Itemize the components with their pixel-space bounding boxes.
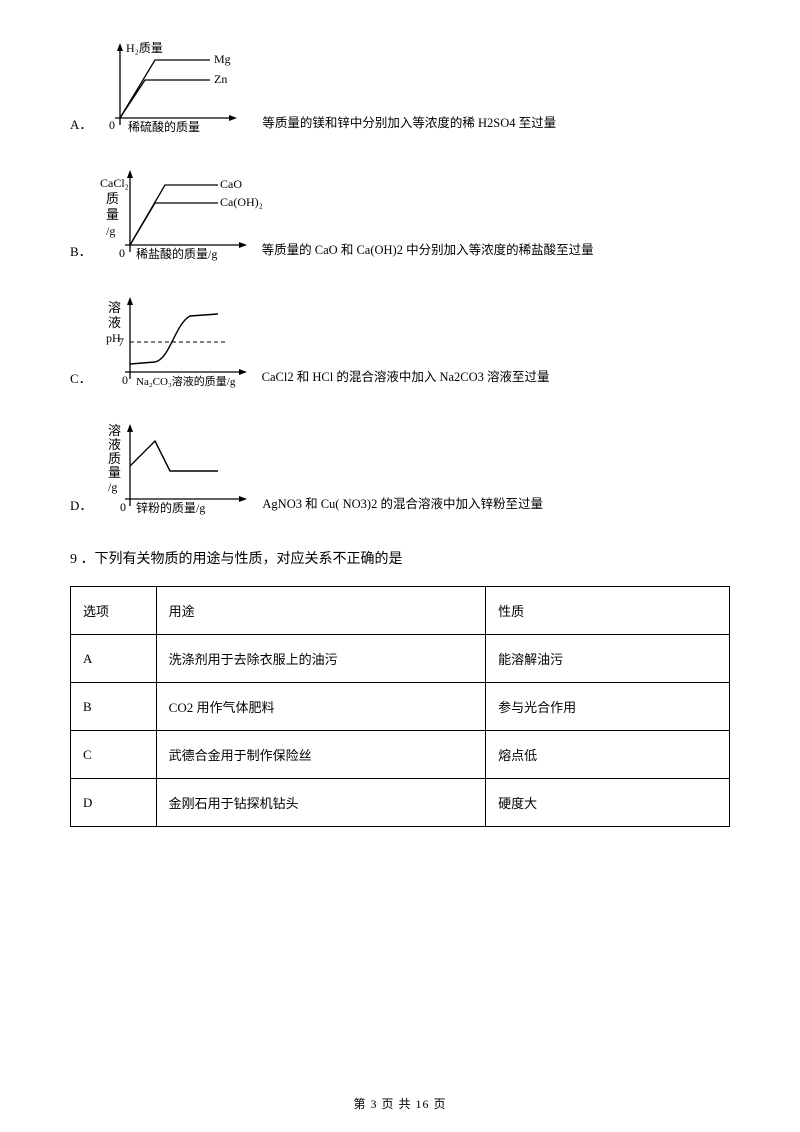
table-row: B CO2 用作气体肥料 参与光合作用 bbox=[71, 683, 730, 731]
cell-use: 武德合金用于制作保险丝 bbox=[156, 731, 486, 779]
chart-b-origin: 0 bbox=[119, 246, 125, 260]
chart-a-origin: 0 bbox=[109, 118, 115, 132]
option-b-letter: B． bbox=[70, 241, 92, 260]
chart-a-series-zn: Zn bbox=[214, 72, 227, 86]
cell-opt: B bbox=[71, 683, 157, 731]
cell-opt: C bbox=[71, 731, 157, 779]
option-a-letter: A． bbox=[70, 114, 92, 133]
table-header-row: 选项 用途 性质 bbox=[71, 587, 730, 635]
cell-opt: A bbox=[71, 635, 157, 683]
q9-number: 9 ． bbox=[70, 552, 95, 567]
footer-suffix: 页 bbox=[430, 1097, 447, 1111]
page-footer: 第 3 页 共 16 页 bbox=[0, 1095, 800, 1112]
option-d-letter: D． bbox=[70, 495, 92, 514]
th-option: 选项 bbox=[71, 587, 157, 635]
chart-b-ylabel-4: /g bbox=[106, 224, 115, 238]
chart-b-series-cao: CaO bbox=[220, 177, 242, 191]
chart-d-xlabel: 锌粉的质量/g bbox=[136, 500, 205, 515]
option-d-desc: AgNO3 和 Cu( NO3)2 的混合溶液中加入锌粉至过量 bbox=[262, 495, 543, 514]
q9-text: 下列有关物质的用途与性质，对应关系不正确的是 bbox=[95, 552, 403, 567]
chart-b-ylabel-1: CaCl₂ bbox=[100, 176, 129, 190]
chart-d-ylabel-1: 溶 bbox=[108, 423, 121, 438]
option-b-desc: 等质量的 CaO 和 Ca(OH)2 中分别加入等浓度的稀盐酸至过量 bbox=[262, 241, 594, 260]
th-use: 用途 bbox=[156, 587, 486, 635]
chart-b-ylabel-3: 量 bbox=[106, 207, 119, 222]
chart-b-ylabel-2: 质 bbox=[106, 191, 119, 206]
footer-total: 16 bbox=[416, 1097, 430, 1111]
chart-b-xlabel: 稀盐酸的质量/g bbox=[136, 246, 217, 261]
chart-c: 溶 液 pH 7 0 Na₂CO₃溶液的质量/g bbox=[100, 294, 250, 393]
cell-prop: 能溶解油污 bbox=[486, 635, 730, 683]
cell-prop: 硬度大 bbox=[486, 779, 730, 827]
chart-d: 溶 液 质 量 /g 0 锌粉的质量/g bbox=[100, 421, 250, 520]
chart-d-ylabel-5: /g bbox=[108, 480, 117, 494]
option-c-desc: CaCl2 和 HCl 的混合溶液中加入 Na2CO3 溶液至过量 bbox=[262, 368, 550, 387]
chart-d-ylabel-2: 液 bbox=[108, 437, 121, 452]
cell-opt: D bbox=[71, 779, 157, 827]
q9-table: 选项 用途 性质 A 洗涤剂用于去除衣服上的油污 能溶解油污 B CO2 用作气… bbox=[70, 586, 730, 827]
cell-prop: 熔点低 bbox=[486, 731, 730, 779]
chart-c-xlabel: Na₂CO₃溶液的质量/g bbox=[136, 374, 236, 388]
chart-c-ref7: 7 bbox=[118, 335, 124, 349]
cell-use: CO2 用作气体肥料 bbox=[156, 683, 486, 731]
cell-prop: 参与光合作用 bbox=[486, 683, 730, 731]
chart-d-origin: 0 bbox=[120, 500, 126, 514]
question-9: 9 ．下列有关物质的用途与性质，对应关系不正确的是 bbox=[70, 548, 730, 568]
table-row: C 武德合金用于制作保险丝 熔点低 bbox=[71, 731, 730, 779]
chart-c-ylabel-1: 溶 bbox=[108, 300, 121, 315]
chart-b: CaCl₂ 质 量 /g CaO Ca(OH)₂ 0 稀盐酸的质量/g bbox=[100, 167, 250, 266]
cell-use: 金刚石用于钻探机钻头 bbox=[156, 779, 486, 827]
chart-c-ylabel-2: 液 bbox=[108, 315, 121, 330]
chart-c-origin: 0 bbox=[122, 373, 128, 387]
chart-a: H₂质量 Mg Zn 0 稀硫酸的质量 bbox=[100, 40, 250, 139]
chart-a-xlabel: 稀硫酸的质量 bbox=[128, 119, 200, 134]
option-d-row: D． 溶 液 质 量 /g 0 锌粉的质量/g AgNO3 和 Cu( NO3)… bbox=[70, 421, 730, 520]
table-row: A 洗涤剂用于去除衣服上的油污 能溶解油污 bbox=[71, 635, 730, 683]
chart-b-series-caoh2: Ca(OH)₂ bbox=[220, 195, 263, 209]
table-row: D 金刚石用于钻探机钻头 硬度大 bbox=[71, 779, 730, 827]
chart-a-ylabel: H₂质量 bbox=[126, 41, 163, 55]
cell-use: 洗涤剂用于去除衣服上的油污 bbox=[156, 635, 486, 683]
footer-mid: 页 共 bbox=[377, 1097, 415, 1111]
option-a-row: A． H₂质量 Mg Zn 0 稀硫酸的质量 等质量的镁和锌中分别加入等浓度的稀… bbox=[70, 40, 730, 139]
chart-d-ylabel-3: 质 bbox=[108, 451, 121, 466]
option-c-letter: C． bbox=[70, 368, 92, 387]
option-a-desc: 等质量的镁和锌中分别加入等浓度的稀 H2SO4 至过量 bbox=[262, 114, 556, 133]
option-c-row: C． 溶 液 pH 7 0 Na₂CO₃溶液的质量/g CaCl2 和 HCl … bbox=[70, 294, 730, 393]
chart-d-ylabel-4: 量 bbox=[108, 465, 121, 480]
th-property: 性质 bbox=[486, 587, 730, 635]
footer-prefix: 第 bbox=[353, 1097, 370, 1111]
option-b-row: B． CaCl₂ 质 量 /g CaO Ca(OH)₂ 0 稀盐酸的质量/g 等… bbox=[70, 167, 730, 266]
chart-a-series-mg: Mg bbox=[214, 52, 231, 66]
